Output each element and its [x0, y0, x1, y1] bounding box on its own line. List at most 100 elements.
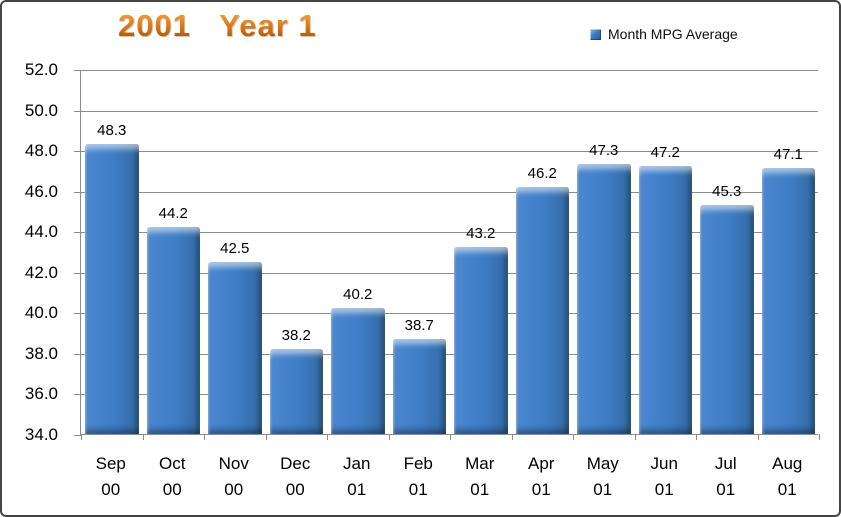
- bar-slot: 47.1: [758, 70, 820, 434]
- x-axis-tick-label: Aug 01: [757, 451, 819, 503]
- bar[interactable]: [85, 144, 139, 434]
- x-axis-tick-label: Nov 00: [203, 451, 265, 503]
- x-axis-tick-label: Jul 01: [695, 451, 757, 503]
- bar-slot: 42.5: [204, 70, 266, 434]
- bar[interactable]: [392, 338, 446, 434]
- y-tick: [74, 313, 81, 314]
- x-axis-tick-label: Sep 00: [80, 451, 142, 503]
- x-tick: [635, 434, 636, 440]
- x-tick: [389, 434, 390, 440]
- gridline: [81, 232, 818, 233]
- bar-data-label: 45.3: [712, 182, 742, 200]
- x-tick: [512, 434, 513, 440]
- x-axis-tick-label: Oct 00: [142, 451, 204, 503]
- bar-data-label: 38.2: [281, 326, 311, 344]
- x-tick: [143, 434, 144, 440]
- x-axis-tick-label: Jan 01: [326, 451, 388, 503]
- x-tick: [327, 434, 328, 440]
- y-axis-tick-label: 48.0: [24, 141, 58, 160]
- y-axis-tick-label: 34.0: [24, 425, 58, 444]
- x-axis-tick-label: May 01: [572, 451, 634, 503]
- bar[interactable]: [454, 247, 508, 434]
- gridline: [81, 313, 818, 314]
- x-label-year: 01: [531, 480, 551, 499]
- y-tick: [74, 435, 81, 436]
- x-label-month: Sep: [95, 454, 126, 473]
- y-tick: [74, 394, 81, 395]
- bar-slot: 46.2: [512, 70, 574, 434]
- y-axis-tick-label: 50.0: [24, 101, 58, 120]
- x-axis-tick-label: Mar 01: [449, 451, 511, 503]
- bar-data-label: 38.7: [404, 316, 434, 334]
- bar-data-label: 46.2: [527, 164, 557, 182]
- x-label-month: Nov: [218, 454, 249, 473]
- x-label-year: 01: [347, 480, 367, 499]
- x-label-month: May: [586, 454, 619, 473]
- bar-data-label: 47.2: [650, 144, 680, 162]
- x-label-year: 01: [777, 480, 797, 499]
- x-label-year: 00: [162, 480, 182, 499]
- gridline: [81, 111, 818, 112]
- bar[interactable]: [331, 308, 385, 434]
- chart-title: 2001 Year 1: [118, 8, 317, 43]
- gridline: [81, 192, 818, 193]
- bar-slot: 48.3: [81, 70, 143, 434]
- bar[interactable]: [515, 186, 569, 434]
- y-axis-tick-label: 38.0: [24, 344, 58, 363]
- x-label-year: 01: [408, 480, 428, 499]
- y-axis-tick-label: 52.0: [24, 60, 58, 79]
- x-tick: [266, 434, 267, 440]
- x-tick: [819, 434, 820, 440]
- bar-slot: 38.2: [266, 70, 328, 434]
- legend: Month MPG Average: [590, 26, 738, 42]
- bar-slot: 47.2: [635, 70, 697, 434]
- bar[interactable]: [208, 261, 262, 434]
- y-axis-labels: 52.0 50.0 48.0 46.0 44.0 42.0 40.0 38.0 36.0 34.0: [2, 60, 72, 444]
- y-tick: [74, 354, 81, 355]
- gridline: [81, 151, 818, 152]
- x-label-month: Aug: [772, 454, 803, 473]
- x-axis-tick-label: Dec 00: [265, 451, 327, 503]
- x-axis-tick-label: Jun 01: [634, 451, 696, 503]
- y-axis-tick-label: 40.0: [24, 303, 58, 322]
- x-tick: [573, 434, 574, 440]
- gridline: [81, 70, 818, 71]
- bar-data-label: 44.2: [158, 205, 188, 223]
- bar[interactable]: [269, 348, 323, 434]
- bar-data-label: 42.5: [220, 239, 250, 257]
- bar-data-label: 43.2: [466, 225, 496, 243]
- bar-slot: 47.3: [573, 70, 635, 434]
- gridline: [81, 354, 818, 355]
- y-axis-tick-label: 44.0: [24, 222, 58, 241]
- bar-data-label: 47.1: [773, 146, 803, 164]
- bar-slot: 43.2: [450, 70, 512, 434]
- bar-data-label: 40.2: [343, 286, 373, 304]
- y-axis-tick-label: 36.0: [24, 384, 58, 403]
- x-axis-labels: Sep 00 Oct 00 Nov 00 Dec 00 Jan 01 Feb 01 Mar 01 Apr 01…: [80, 451, 818, 509]
- bar[interactable]: [700, 204, 754, 434]
- legend-marker-icon: [590, 28, 601, 40]
- x-label-month: Mar: [465, 454, 495, 473]
- bar[interactable]: [146, 227, 200, 434]
- bar-slot: 40.2: [327, 70, 389, 434]
- legend-label: Month MPG Average: [608, 26, 738, 42]
- bar[interactable]: [577, 164, 631, 434]
- y-tick: [74, 192, 81, 193]
- y-tick: [74, 151, 81, 152]
- x-label-month: Jul: [714, 454, 737, 473]
- bar-slot: 45.3: [696, 70, 758, 434]
- x-label-month: Feb: [403, 454, 433, 473]
- gridline: [81, 394, 818, 395]
- x-label-year: 00: [285, 480, 305, 499]
- gridline: [81, 273, 818, 274]
- x-label-month: Apr: [528, 454, 555, 473]
- x-tick: [696, 434, 697, 440]
- x-label-year: 01: [654, 480, 674, 499]
- bar[interactable]: [638, 166, 692, 434]
- x-label-month: Jun: [650, 454, 678, 473]
- bar[interactable]: [761, 168, 815, 434]
- plot-area: 48.3 44.2 42.5 38.2 40.2 38.7 43.2 46.2 47.3 47.2…: [74, 70, 820, 440]
- y-tick: [74, 70, 81, 71]
- x-tick: [204, 434, 205, 440]
